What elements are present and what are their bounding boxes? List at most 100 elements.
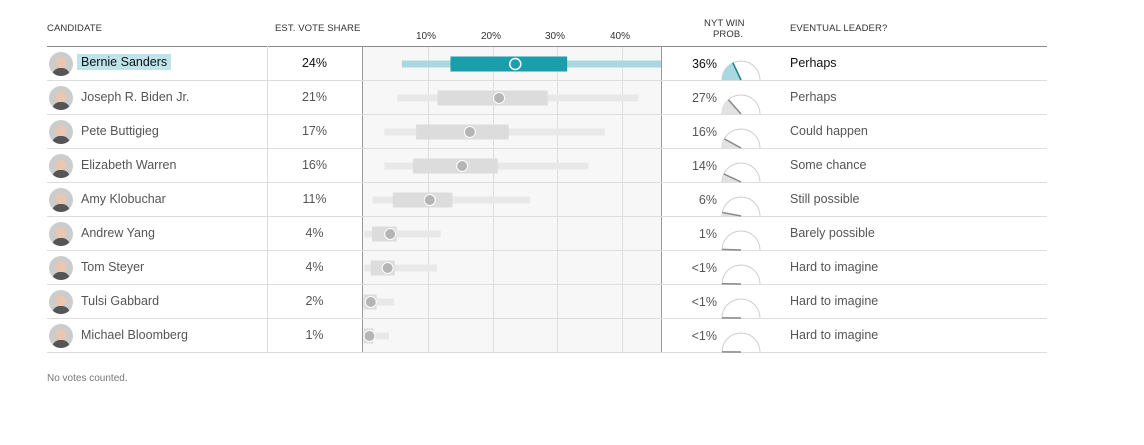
win-prob-gauge-arc <box>721 332 761 353</box>
row-divider <box>47 250 1047 251</box>
row-divider <box>47 318 1047 319</box>
eventual-leader-label: Some chance <box>790 158 867 172</box>
candidate-row: Bernie Sanders 24% 36% Perhaps <box>47 47 1047 81</box>
face-shape <box>56 227 66 239</box>
candidate-name: Tom Steyer <box>81 260 145 274</box>
candidate-row: Tulsi Gabbard 2% <1% Hard to imagine <box>47 285 1047 319</box>
candidate-name: Amy Klobuchar <box>81 192 166 206</box>
x-tick-label: 20% <box>480 31 502 42</box>
shirt-shape <box>52 170 70 178</box>
divider-chart-right <box>661 46 662 352</box>
shirt-shape <box>52 68 70 76</box>
row-divider <box>47 148 1047 149</box>
win-prob-value: 14% <box>691 159 717 173</box>
vote-share-value: 4% <box>305 226 324 240</box>
candidate-row: Amy Klobuchar 11% 6% Still possible <box>47 183 1047 217</box>
win-prob-value: <1% <box>691 295 717 309</box>
vote-share-estimate-dot <box>493 92 506 104</box>
row-divider <box>47 80 1047 81</box>
win-prob-gauge-needle <box>721 248 742 251</box>
win-prob-value: 16% <box>691 125 717 139</box>
header-share: EST. VOTE SHARE <box>275 23 361 34</box>
face-shape <box>56 57 66 69</box>
eventual-leader-label: Barely possible <box>790 226 875 240</box>
row-divider <box>47 182 1047 183</box>
row-divider <box>47 352 1047 353</box>
candidate-photo <box>49 290 73 314</box>
candidate-row: Andrew Yang 4% 1% Barely possible <box>47 217 1047 251</box>
eventual-leader-label: Perhaps <box>790 90 837 104</box>
candidate-name: Bernie Sanders <box>77 54 172 70</box>
face-shape <box>56 159 66 171</box>
candidate-photo <box>49 52 73 76</box>
win-prob-gauge-arc <box>721 298 761 319</box>
vote-share-value: 2% <box>305 294 324 308</box>
face-shape <box>56 91 66 103</box>
vote-share-likely-range <box>437 90 548 106</box>
shirt-shape <box>52 238 70 246</box>
candidate-name: Andrew Yang <box>81 226 155 240</box>
gridline <box>557 46 558 352</box>
candidate-name: Joseph R. Biden Jr. <box>81 90 190 104</box>
vote-share-estimate-dot <box>423 194 436 206</box>
candidate-photo <box>49 324 73 348</box>
win-prob-gauge-needle <box>732 62 742 81</box>
vote-share-likely-range <box>416 124 509 140</box>
header-candidate: CANDIDATE <box>47 23 103 34</box>
vote-share-range <box>363 332 389 340</box>
win-prob-gauge-needle <box>727 99 742 115</box>
vote-share-range <box>364 230 441 238</box>
divider-share <box>267 46 268 352</box>
shirt-shape <box>52 136 70 144</box>
vote-share-estimate-dot <box>384 228 397 240</box>
vote-share-value: 1% <box>305 328 324 342</box>
shirt-shape <box>52 102 70 110</box>
vote-share-value: 24% <box>301 56 328 70</box>
eventual-leader-label: Could happen <box>790 124 868 138</box>
vote-share-value: 4% <box>305 260 324 274</box>
candidate-photo <box>49 86 73 110</box>
candidate-photo <box>49 120 73 144</box>
face-shape <box>56 125 66 137</box>
eventual-leader-label: Still possible <box>790 192 860 206</box>
win-prob-value: 36% <box>691 57 717 71</box>
vote-share-estimate-dot <box>463 126 476 138</box>
divider-chart-left <box>362 46 363 352</box>
candidate-photo <box>49 188 73 212</box>
win-prob-gauge-needle <box>723 173 742 183</box>
face-shape <box>56 261 66 273</box>
win-prob-value: <1% <box>691 261 717 275</box>
candidate-name: Elizabeth Warren <box>81 158 177 172</box>
vote-share-likely-range <box>450 56 568 72</box>
win-prob-value: 1% <box>698 227 717 241</box>
candidate-name: Michael Bloomberg <box>81 328 188 342</box>
row-divider <box>47 216 1047 217</box>
vote-share-range <box>364 264 437 272</box>
shirt-shape <box>52 204 70 212</box>
win-prob-gauge-arc <box>721 230 761 251</box>
gridline <box>622 46 623 352</box>
candidate-row: Tom Steyer 4% <1% Hard to imagine <box>47 251 1047 285</box>
win-prob-gauge-needle <box>723 138 742 149</box>
shirt-shape <box>52 340 70 348</box>
candidate-name: Pete Buttigieg <box>81 124 159 138</box>
header-leader: EVENTUAL LEADER? <box>790 23 888 34</box>
vote-share-estimate-dot <box>509 57 522 71</box>
vote-share-value: 17% <box>301 124 328 138</box>
win-prob-value: 6% <box>698 193 717 207</box>
vote-share-estimate-dot <box>381 262 394 274</box>
win-prob-value: 27% <box>691 91 717 105</box>
header-prob-line2: PROB. <box>713 29 744 40</box>
eventual-leader-label: Perhaps <box>790 56 837 70</box>
vote-share-estimate-dot <box>363 330 376 342</box>
eventual-leader-label: Hard to imagine <box>790 328 879 342</box>
candidate-row: Elizabeth Warren 16% 14% Some chance <box>47 149 1047 183</box>
row-divider <box>47 114 1047 115</box>
win-prob-gauge-arc <box>721 264 761 285</box>
vote-share-likely-range <box>392 192 453 208</box>
candidate-row: Michael Bloomberg 1% <1% Hard to imagine <box>47 319 1047 353</box>
vote-share-value: 11% <box>302 192 327 206</box>
win-prob-gauge-fill <box>722 99 741 114</box>
shirt-shape <box>52 272 70 280</box>
